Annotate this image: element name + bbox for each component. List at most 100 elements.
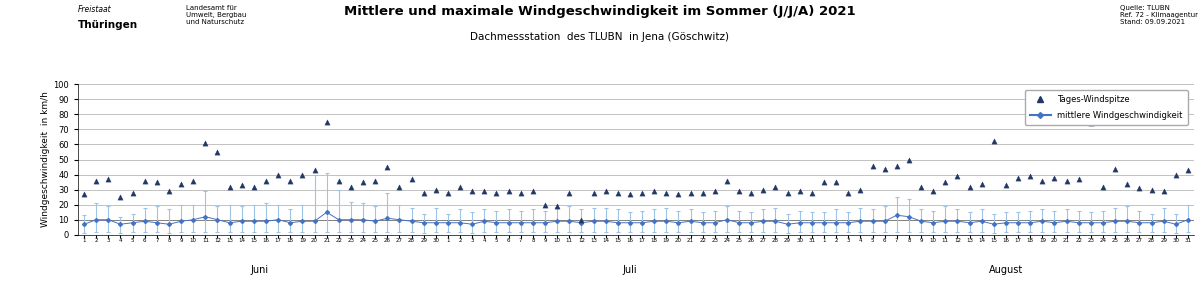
Tages-Windspitze [742,190,761,195]
Line: mittlere Windgeschwindigkeit: mittlere Windgeschwindigkeit [83,211,1189,226]
Tages-Windspitze [402,177,421,182]
Tages-Windspitze [1021,174,1040,178]
Tages-Windspitze [1130,186,1150,191]
Tages-Windspitze [1081,121,1100,126]
Tages-Windspitze [535,202,554,207]
Tages-Windspitze [584,190,604,195]
Tages-Windspitze [839,190,858,195]
Tages-Windspitze [899,157,918,162]
Tages-Windspitze [620,192,640,197]
Tages-Windspitze [354,180,373,185]
Tages-Windspitze [996,183,1015,188]
Tages-Windspitze [1166,172,1186,177]
Tages-Windspitze [110,195,130,200]
Tages-Windspitze [122,190,142,195]
Tages-Windspitze [463,189,482,194]
mittlere Windgeschwindigkeit [974,219,989,223]
Text: Freistaat: Freistaat [78,5,112,14]
Tages-Windspitze [172,181,191,186]
Tages-Windspitze [366,178,385,183]
Tages-Windspitze [1154,189,1174,194]
Tages-Windspitze [718,178,737,183]
Tages-Windspitze [778,190,797,195]
Tages-Windspitze [1142,187,1162,192]
Tages-Windspitze [98,177,118,182]
Text: Landesamt für
Umwelt, Bergbau
und Naturschutz: Landesamt für Umwelt, Bergbau und Naturs… [186,5,246,24]
Tages-Windspitze [960,184,979,189]
Tages-Windspitze [936,180,955,185]
Text: Juni: Juni [251,265,269,275]
Tages-Windspitze [680,190,700,195]
Tages-Windspitze [487,190,506,195]
Y-axis label: Windgeschwindigkeit  in km/h: Windgeschwindigkeit in km/h [42,92,50,228]
Tages-Windspitze [426,187,445,192]
mittlere Windgeschwindigkeit [901,215,916,219]
Tages-Windspitze [74,192,94,197]
Tages-Windspitze [827,180,846,185]
Tages-Windspitze [329,178,348,183]
Tages-Windspitze [730,189,749,194]
Tages-Windspitze [390,184,409,189]
Tages-Windspitze [1008,175,1027,180]
Tages-Windspitze [148,180,167,185]
Tages-Windspitze [232,183,251,188]
Tages-Windspitze [790,189,809,194]
Tages-Windspitze [196,141,215,145]
Tages-Windspitze [815,180,834,185]
Tages-Windspitze [257,178,276,183]
Tages-Windspitze [378,165,397,169]
Text: Mittlere und maximale Windgeschwindigkeit im Sommer (J/J/A) 2021: Mittlere und maximale Windgeschwindigkei… [344,5,856,17]
mittlere Windgeschwindigkeit [319,210,334,214]
Tages-Windspitze [305,168,324,172]
Tages-Windspitze [499,189,518,194]
Tages-Windspitze [1069,177,1088,182]
Tages-Windspitze [281,178,300,183]
Tages-Windspitze [1117,181,1136,186]
Tages-Windspitze [86,178,106,183]
Tages-Windspitze [875,166,894,171]
Tages-Windspitze [523,189,542,194]
Tages-Windspitze [706,189,725,194]
Tages-Windspitze [608,190,628,195]
mittlere Windgeschwindigkeit [77,222,91,226]
Tages-Windspitze [694,190,713,195]
Tages-Windspitze [1105,166,1124,171]
Tages-Windspitze [754,187,773,192]
Tages-Windspitze [656,190,676,195]
Legend: Tages-Windspitze, mittlere Windgeschwindigkeit: Tages-Windspitze, mittlere Windgeschwind… [1025,90,1188,125]
Tages-Windspitze [341,184,360,189]
Tages-Windspitze [220,184,239,189]
Tages-Windspitze [632,190,652,195]
Tages-Windspitze [438,190,457,195]
Tages-Windspitze [450,184,469,189]
Text: Quelle: TLUBN
Ref. 72 - Klimaagentur
Stand: 09.09.2021: Quelle: TLUBN Ref. 72 - Klimaagentur Sta… [1120,5,1198,24]
Text: Thüringen: Thüringen [78,20,138,29]
Tages-Windspitze [184,178,203,183]
mittlere Windgeschwindigkeit [744,221,758,225]
Text: Dachmessstation  des TLUBN  in Jena (Göschwitz): Dachmessstation des TLUBN in Jena (Gösch… [470,32,730,42]
Tages-Windspitze [972,181,991,186]
Tages-Windspitze [887,163,906,168]
mittlere Windgeschwindigkeit [1181,218,1195,222]
Tages-Windspitze [1045,175,1064,180]
Text: August: August [989,265,1024,275]
Tages-Windspitze [547,204,566,209]
Tages-Windspitze [984,139,1003,144]
Tages-Windspitze [1057,178,1076,183]
Tages-Windspitze [1178,168,1198,172]
Tages-Windspitze [766,184,785,189]
Tages-Windspitze [863,163,882,168]
mittlere Windgeschwindigkeit [962,221,977,225]
Tages-Windspitze [924,189,943,194]
Tages-Windspitze [511,190,530,195]
Tages-Windspitze [136,178,155,183]
Tages-Windspitze [644,189,664,194]
Tages-Windspitze [559,190,578,195]
Tages-Windspitze [245,184,264,189]
Tages-Windspitze [912,184,931,189]
Tages-Windspitze [414,190,433,195]
Tages-Windspitze [851,187,870,192]
Tages-Windspitze [269,172,288,177]
Tages-Windspitze [475,189,494,194]
Text: Juli: Juli [623,265,637,275]
